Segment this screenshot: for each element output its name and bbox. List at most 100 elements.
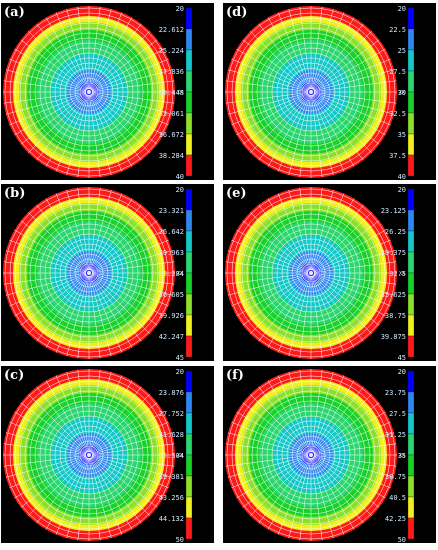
legend-label: 29.963 (159, 249, 184, 257)
mesh-spoke (28, 456, 88, 516)
mesh-spoke (313, 229, 386, 272)
mesh-spoke (91, 69, 173, 92)
mesh-spoke (311, 189, 334, 271)
legend-swatch-1 (185, 28, 193, 51)
mesh-spoke (258, 386, 310, 453)
mesh-spoke (250, 31, 310, 91)
mesh-spokes (3, 187, 175, 359)
mesh-spoke (267, 198, 310, 271)
center-node (308, 452, 314, 458)
mesh-spoke (5, 92, 87, 115)
mesh-spoke (313, 443, 397, 455)
mesh-spoke (90, 275, 133, 348)
contour-panel-a: XX 20 22.612 25.224 27.836 30.448 33.061 36.672… (1, 3, 214, 180)
mesh-spoke (311, 457, 323, 541)
mesh-spoke (312, 204, 364, 271)
legend-label: 50 (176, 536, 184, 543)
mesh-spokes (225, 6, 397, 178)
mesh-spoke (89, 457, 112, 539)
mesh-spoke (90, 17, 133, 90)
mesh-spoke (312, 198, 355, 271)
mesh-spoke (299, 369, 311, 453)
mesh-spoke (311, 275, 323, 359)
legend-label: 35.625 (381, 291, 406, 299)
legend-label: 32.5 (389, 270, 406, 278)
legend-swatch-6 (407, 496, 415, 519)
mesh-spoke (89, 189, 112, 271)
legend-swatch-6 (185, 314, 193, 337)
legend-swatch-2 (185, 230, 193, 253)
legend-label: 33.284 (159, 270, 184, 278)
mesh-spoke (45, 17, 88, 90)
mesh-spoke (91, 39, 158, 91)
mesh-spoke (77, 94, 89, 178)
mesh-spoke (288, 371, 311, 453)
mesh-spoke (312, 275, 355, 348)
mesh-spoke (242, 456, 309, 508)
mesh-spoke (313, 239, 391, 273)
mesh-spoke (236, 274, 309, 317)
mesh-spoke (313, 273, 397, 285)
mesh-spoke (9, 273, 87, 307)
legend-swatch-3 (407, 433, 415, 456)
mesh-spoke (90, 212, 150, 272)
mesh-spoke (5, 69, 87, 92)
mesh-spoke (231, 92, 309, 126)
mesh-spoke (311, 8, 334, 90)
mesh-spoke (312, 31, 372, 91)
contour-panel-f: XX 20 23.75 27.5 31.25 35 38.75 40.5 42.25 50 (f) (223, 366, 436, 543)
legend-label: 31.25 (385, 431, 406, 439)
mesh-spoke (90, 275, 142, 342)
mesh-spoke (267, 17, 310, 90)
mesh-spoke (227, 455, 309, 478)
mesh-spoke (91, 421, 169, 455)
mesh-spoke (3, 273, 87, 285)
mesh-spoke (313, 39, 380, 91)
mesh-spoke (3, 455, 87, 467)
mesh-spoke (236, 456, 309, 499)
mesh-spoke (242, 220, 309, 272)
mesh-spoke (89, 275, 123, 353)
legend-label: 20 (176, 368, 184, 376)
contour-disk-b: XX 20 23.321 26.642 29.963 33.284 36.605 39.926… (3, 186, 193, 361)
mesh-spoke (267, 94, 310, 167)
mesh-spoke (36, 204, 88, 271)
mesh-spoke (277, 457, 311, 535)
mesh-spoke (311, 275, 334, 357)
mesh-spoke (277, 193, 311, 271)
legend-label: 26.642 (159, 228, 184, 236)
mesh-spoke (313, 456, 386, 499)
mesh-spoke (313, 274, 380, 326)
mesh-spoke (299, 6, 311, 90)
mesh-spoke (311, 94, 334, 176)
legend-swatch-5 (407, 475, 415, 498)
mesh-spoke (91, 92, 173, 115)
mesh-spoke (313, 93, 386, 136)
legend-swatch-0 (407, 7, 415, 30)
mesh-spoke (9, 92, 87, 126)
mesh-spoke (91, 48, 164, 91)
mesh-spoke (288, 275, 311, 357)
legend-swatch-2 (407, 49, 415, 72)
mesh-spoke (311, 375, 345, 453)
legend-swatch-2 (185, 412, 193, 435)
legend-swatch-7 (185, 154, 193, 177)
mesh-spoke (45, 380, 88, 453)
mesh-spoke (77, 187, 89, 271)
mesh-spoke (313, 455, 397, 467)
mesh-spoke (28, 274, 88, 334)
legend-label: 22.612 (159, 26, 184, 34)
legend-label: 35 (398, 452, 406, 460)
mesh-spoke (227, 92, 309, 115)
legend-swatch-3 (407, 251, 415, 274)
mesh-spoke (90, 274, 150, 334)
legend-label: 50 (398, 536, 406, 543)
axis-label: XX (177, 271, 183, 277)
mesh-spoke (90, 31, 150, 91)
contour-panel-c: XX 20 23.876 27.752 31.628 35.504 39.381 43.256… (1, 366, 214, 543)
legend-swatch-7 (407, 335, 415, 358)
legend-label: 23.125 (381, 207, 406, 215)
mesh-spoke (258, 275, 310, 342)
mesh-spoke (311, 187, 323, 271)
